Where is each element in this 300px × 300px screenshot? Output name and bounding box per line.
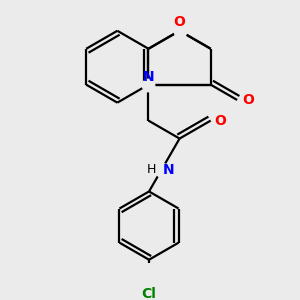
Text: N: N bbox=[163, 163, 174, 177]
Text: O: O bbox=[242, 93, 254, 107]
Text: N: N bbox=[142, 70, 154, 84]
Text: O: O bbox=[174, 15, 185, 29]
Text: H: H bbox=[146, 163, 156, 176]
Text: O: O bbox=[214, 114, 226, 128]
Text: Cl: Cl bbox=[142, 287, 157, 300]
